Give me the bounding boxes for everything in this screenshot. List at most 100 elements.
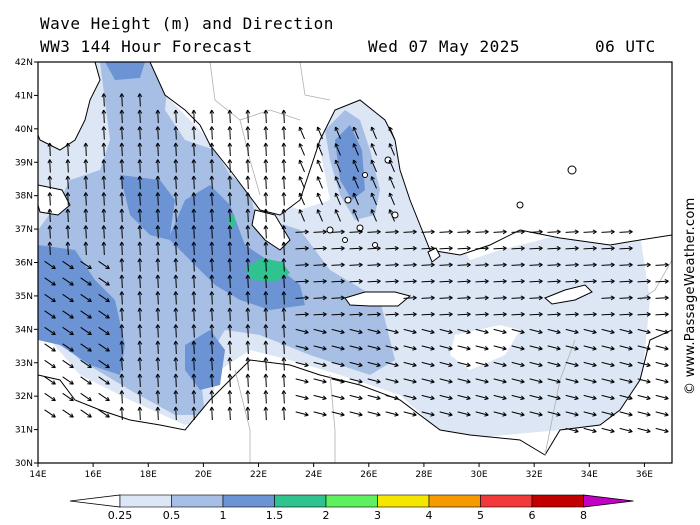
wave-arrow xyxy=(209,258,215,272)
wave-arrow xyxy=(316,209,323,222)
wave-arrow xyxy=(209,241,215,256)
wave-arrow xyxy=(493,394,507,401)
wave-arrow xyxy=(475,411,489,417)
wave-arrow xyxy=(388,159,395,173)
wave-arrow xyxy=(334,159,341,173)
wave-arrow xyxy=(263,241,269,256)
wave-arrow xyxy=(119,93,125,107)
wave-arrow xyxy=(245,357,251,371)
wave-arrow xyxy=(62,326,74,336)
wave-arrow xyxy=(191,274,197,289)
wave-arrow xyxy=(637,345,651,351)
wave-arrow xyxy=(367,245,381,251)
wave-arrow xyxy=(352,159,359,173)
wave-arrow xyxy=(83,142,89,157)
wave-arrow xyxy=(334,192,341,206)
wave-arrow xyxy=(101,126,107,140)
wave-arrow xyxy=(155,274,161,289)
wave-arrow xyxy=(583,229,597,235)
wave-arrow xyxy=(313,411,327,417)
wave-arrow xyxy=(47,142,53,157)
wave-arrow xyxy=(83,241,89,256)
wave-arrow xyxy=(619,245,633,251)
wave-arrow xyxy=(655,311,669,317)
wave-arrow xyxy=(511,311,525,317)
wave-arrow xyxy=(403,361,417,368)
wave-arrow xyxy=(421,378,435,384)
wave-arrow xyxy=(583,262,597,268)
wave-arrow xyxy=(227,208,233,223)
wave-arrow xyxy=(529,278,543,284)
wave-arrow xyxy=(281,373,287,388)
wave-arrow xyxy=(313,245,327,251)
lon-tick-label: 16E xyxy=(85,470,102,480)
wave-arrow xyxy=(44,392,56,402)
wave-arrow xyxy=(403,278,417,284)
wave-arrow xyxy=(263,192,269,206)
wave-arrow xyxy=(98,310,110,319)
wave-arrow xyxy=(529,361,543,368)
wave-arrow xyxy=(80,310,92,319)
wave-arrow xyxy=(529,245,543,251)
wave-arrow xyxy=(475,278,489,284)
wave-arrow xyxy=(155,307,161,322)
wave-arrow xyxy=(421,262,435,268)
wave-arrow xyxy=(155,340,161,355)
wave-arrow xyxy=(493,411,507,417)
wave-arrow xyxy=(637,411,651,417)
wave-arrow xyxy=(619,378,633,384)
colorbar-label: 1 xyxy=(220,509,227,522)
wave-arrow xyxy=(65,225,71,239)
map-area xyxy=(38,62,672,463)
wave-arrow xyxy=(475,311,489,317)
wave-arrow xyxy=(583,361,597,368)
colorbar-segment xyxy=(480,494,533,508)
wave-arrow xyxy=(619,427,633,434)
wave-arrow xyxy=(227,109,233,124)
wave-arrow xyxy=(155,159,161,173)
wave-arrow xyxy=(227,373,233,388)
wave-arrow xyxy=(62,293,74,303)
wave-arrow xyxy=(367,328,381,335)
lon-tick-label: 30E xyxy=(470,470,487,480)
wave-arrow xyxy=(281,142,287,157)
wave-arrow xyxy=(281,126,287,140)
wave-arrow xyxy=(385,361,399,368)
wave-arrow xyxy=(62,343,74,352)
wave-arrow xyxy=(173,175,179,190)
lon-tick-label: 18E xyxy=(140,470,157,480)
wave-arrow xyxy=(245,390,251,404)
wave-arrow xyxy=(209,291,215,305)
wave-arrow xyxy=(367,229,381,235)
wave-arrow xyxy=(493,245,507,251)
wave-arrow xyxy=(601,229,615,235)
wave-arrow xyxy=(281,225,287,239)
wave-arrow xyxy=(439,245,453,251)
wave-arrow xyxy=(349,245,363,251)
wave-arrow xyxy=(529,262,543,268)
wave-arrow xyxy=(475,361,489,368)
wave-arrow xyxy=(421,278,435,284)
wave-arrow xyxy=(80,260,92,270)
wave-arrow xyxy=(601,411,615,417)
wave-arrow xyxy=(65,142,71,157)
wave-arrow xyxy=(173,373,179,388)
wave-arrow xyxy=(601,345,615,351)
wave-arrow xyxy=(295,361,309,368)
wave-arrow xyxy=(298,176,305,189)
wave-arrow xyxy=(80,343,92,352)
wave-arrow xyxy=(263,274,269,289)
lat-tick-label: 40N xyxy=(15,125,33,135)
wave-arrow xyxy=(173,142,179,157)
wave-arrow xyxy=(583,245,597,251)
wave-arrow xyxy=(529,378,543,384)
wave-arrow xyxy=(565,262,579,268)
wave-arrow xyxy=(80,277,92,286)
wave-arrow xyxy=(295,345,309,351)
wave-arrow xyxy=(137,192,143,206)
wave-arrow xyxy=(137,307,143,322)
wave-arrow xyxy=(367,394,381,401)
wave-arrow xyxy=(295,262,309,268)
wave-arrow xyxy=(101,159,107,173)
wave-arrow xyxy=(173,225,179,239)
